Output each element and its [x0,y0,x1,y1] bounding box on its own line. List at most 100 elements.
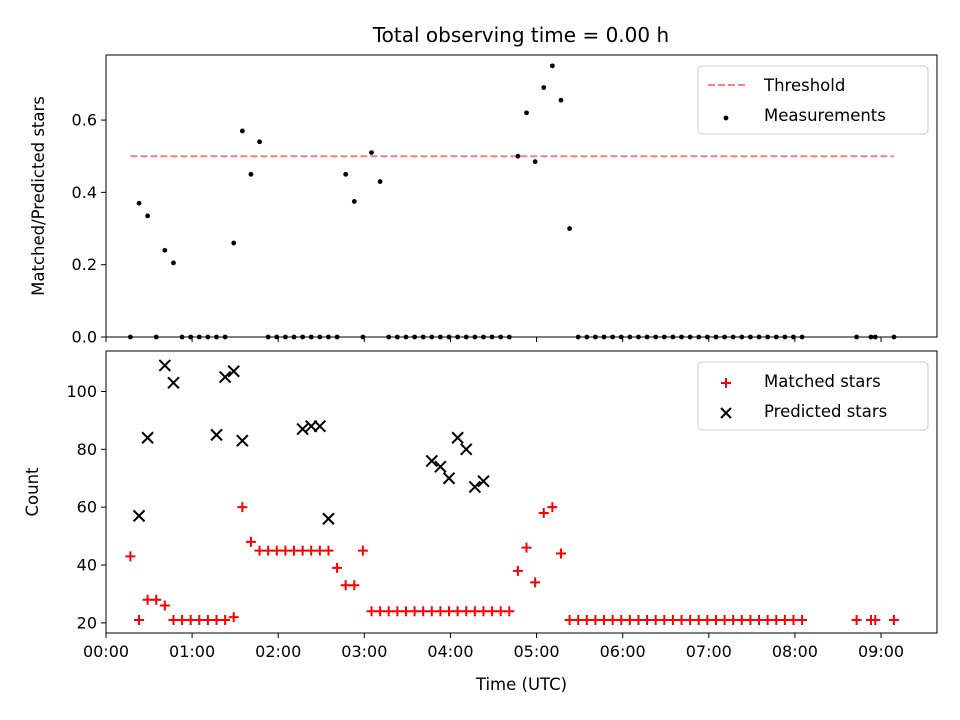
measurement-point [283,334,288,340]
legend-label: Threshold [763,76,845,95]
measurement-point [274,334,280,340]
measurement-point [326,334,331,340]
measurement-point [567,226,572,231]
predicted-star-point [167,376,180,390]
measurement-point [558,97,564,103]
matched-star-point [624,614,635,625]
measurement-point [455,334,461,340]
predicted-star-point [322,512,335,525]
matched-star-point [306,545,317,556]
predicted-star-point [158,359,172,372]
matched-star-point [383,606,394,617]
measurement-point [291,334,297,340]
matched-star-point [461,606,472,617]
measurement-point [300,334,306,340]
predicted-star-point [218,370,232,384]
matched-star-point [418,606,429,617]
matched-star-point [788,614,799,625]
measurement-point [549,63,555,69]
matched-star-point [357,545,368,556]
measurement-point [670,334,676,340]
matched-star-point [851,614,862,625]
predicted-star-point [132,509,146,523]
top-y-axis-label: Matched/Predicted stars [29,96,48,296]
measurement-point [756,334,762,340]
measurement-point [463,334,469,340]
matched-star-point [366,606,377,617]
measurement-point [429,334,435,340]
bottom-x-tick-label: 01:00 [169,642,215,661]
measurement-point [196,334,202,340]
matched-star-point [392,606,403,617]
matched-star-point [280,545,291,556]
matched-star-point [375,606,386,617]
measurement-point [532,159,538,165]
matched-star-point [125,551,136,562]
measurement-point [679,334,684,340]
measurement-point [343,171,349,177]
matched-star-point [426,606,437,617]
matched-star-point [642,614,653,625]
matched-star-point [444,606,455,617]
x-axis-label: Time (UTC) [475,675,567,694]
measurement-point [188,334,194,340]
top-y-tick-label: 0.2 [72,255,97,274]
top-y-tick-label: 0.0 [72,328,97,347]
matched-star-point [168,614,179,625]
predicted-star-point [434,460,447,473]
measurement-point [627,334,633,340]
measurement-point [593,334,598,340]
bottom-x-tick-label: 08:00 [772,642,818,661]
measurement-point [481,334,486,340]
matched-star-point [779,614,790,625]
bottom-legend-frame [697,361,929,431]
matched-star-point [650,614,661,625]
measurement-point [524,110,529,116]
predicted-star-point [451,431,464,444]
measurement-point [644,334,650,340]
measurement-point [653,334,659,340]
legend-label: Matched stars [764,372,881,391]
matched-star-point [581,614,592,625]
predicted-star-point [210,428,223,442]
matched-star-point [676,614,687,625]
top-panel: 0.0 0.2 0.4 0.6 Matched/Predicted stars Thres… [29,54,938,347]
measurement-point [222,334,228,340]
measurement-point [308,334,314,340]
measurement-point [515,153,521,159]
measurement-point [420,334,426,340]
matched-star-point [435,606,446,617]
matched-star-point [349,580,360,591]
matched-star-point [702,614,713,625]
legend-matched-swatch [721,378,731,388]
matched-star-point [409,606,420,617]
measurement-point [205,334,211,340]
measurement-point [145,213,151,219]
top-y-tick-label: 0.6 [72,111,97,130]
measurement-point [713,334,719,340]
measurement-point [369,150,374,156]
matched-star-point [263,545,274,556]
matched-star-point [736,614,747,625]
matched-star-point [754,614,765,625]
measurement-point [868,334,874,340]
predicted-star-point [468,480,482,494]
measurement-point [782,334,788,340]
measurement-point [489,334,495,340]
measurement-point [506,334,512,340]
matched-star-point [478,606,489,617]
matched-star-point [870,614,881,625]
matched-star-point [599,614,610,625]
top-legend-frame [697,65,929,135]
matched-star-point [271,545,282,556]
matched-star-point [659,614,670,625]
legend-predicted-swatch [720,407,732,419]
measurement-point [386,334,392,340]
matched-star-point [710,614,721,625]
matched-star-point [159,600,170,611]
measurement-point [438,334,443,340]
matched-star-point [616,614,627,625]
predicted-star-point [313,419,327,433]
bottom-x-tick-label: 05:00 [514,642,560,661]
